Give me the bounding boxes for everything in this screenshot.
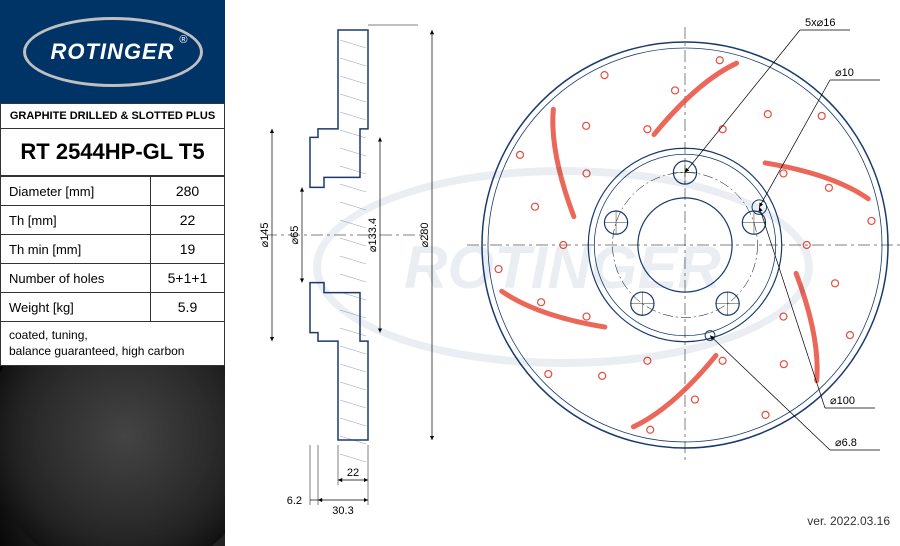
drawing-svg: ⌀145 ⌀65 ⌀133.4 ⌀280 6.2 22 30.3 5x⌀16 ⌀10 ⌀100 ⌀6… [225,0,900,534]
product-subtitle: GRAPHITE DRILLED & SLOTTED PLUS [0,103,225,129]
spec-value: 5+1+1 [151,264,225,293]
spec-label: Diameter [mm] [1,177,151,206]
svg-text:⌀100: ⌀100 [830,395,855,407]
svg-text:⌀280: ⌀280 [419,223,431,248]
svg-text:5x⌀16: 5x⌀16 [805,17,835,29]
brand-logo: ROTINGER ® [0,0,225,103]
product-notes: coated, tuning,balance guaranteed, high … [0,322,225,366]
spec-value: 280 [151,177,225,206]
spec-row: Weight [kg]5.9 [1,293,225,322]
spec-value: 5.9 [151,293,225,322]
brand-name: ROTINGER [50,39,174,65]
spec-label: Weight [kg] [1,293,151,322]
spec-row: Diameter [mm]280 [1,177,225,206]
registered-mark: ® [179,34,187,46]
svg-text:⌀145: ⌀145 [259,223,271,248]
product-photo [0,366,225,546]
svg-text:⌀6.8: ⌀6.8 [835,437,857,449]
svg-text:⌀10: ⌀10 [835,67,854,79]
spec-label: Th [mm] [1,206,151,235]
technical-drawing: ROTINGER ⌀145⌀65⌀133.4⌀2806.22230.35x⌀16… [225,0,900,534]
spec-value: 19 [151,235,225,264]
svg-text:22: 22 [347,467,359,479]
svg-text:⌀65: ⌀65 [289,226,301,245]
spec-row: Number of holes5+1+1 [1,264,225,293]
svg-text:30.3: 30.3 [332,505,353,517]
part-number: RT 2544HP-GL T5 [0,129,225,176]
svg-text:⌀133.4: ⌀133.4 [367,218,379,252]
spec-table: Diameter [mm]280Th [mm]22Th min [mm]19Nu… [0,176,225,322]
svg-text:6.2: 6.2 [287,495,302,507]
spec-value: 22 [151,206,225,235]
spec-row: Th min [mm]19 [1,235,225,264]
spec-label: Number of holes [1,264,151,293]
spec-row: Th [mm]22 [1,206,225,235]
spec-label: Th min [mm] [1,235,151,264]
version-label: ver. 2022.03.16 [807,514,890,528]
